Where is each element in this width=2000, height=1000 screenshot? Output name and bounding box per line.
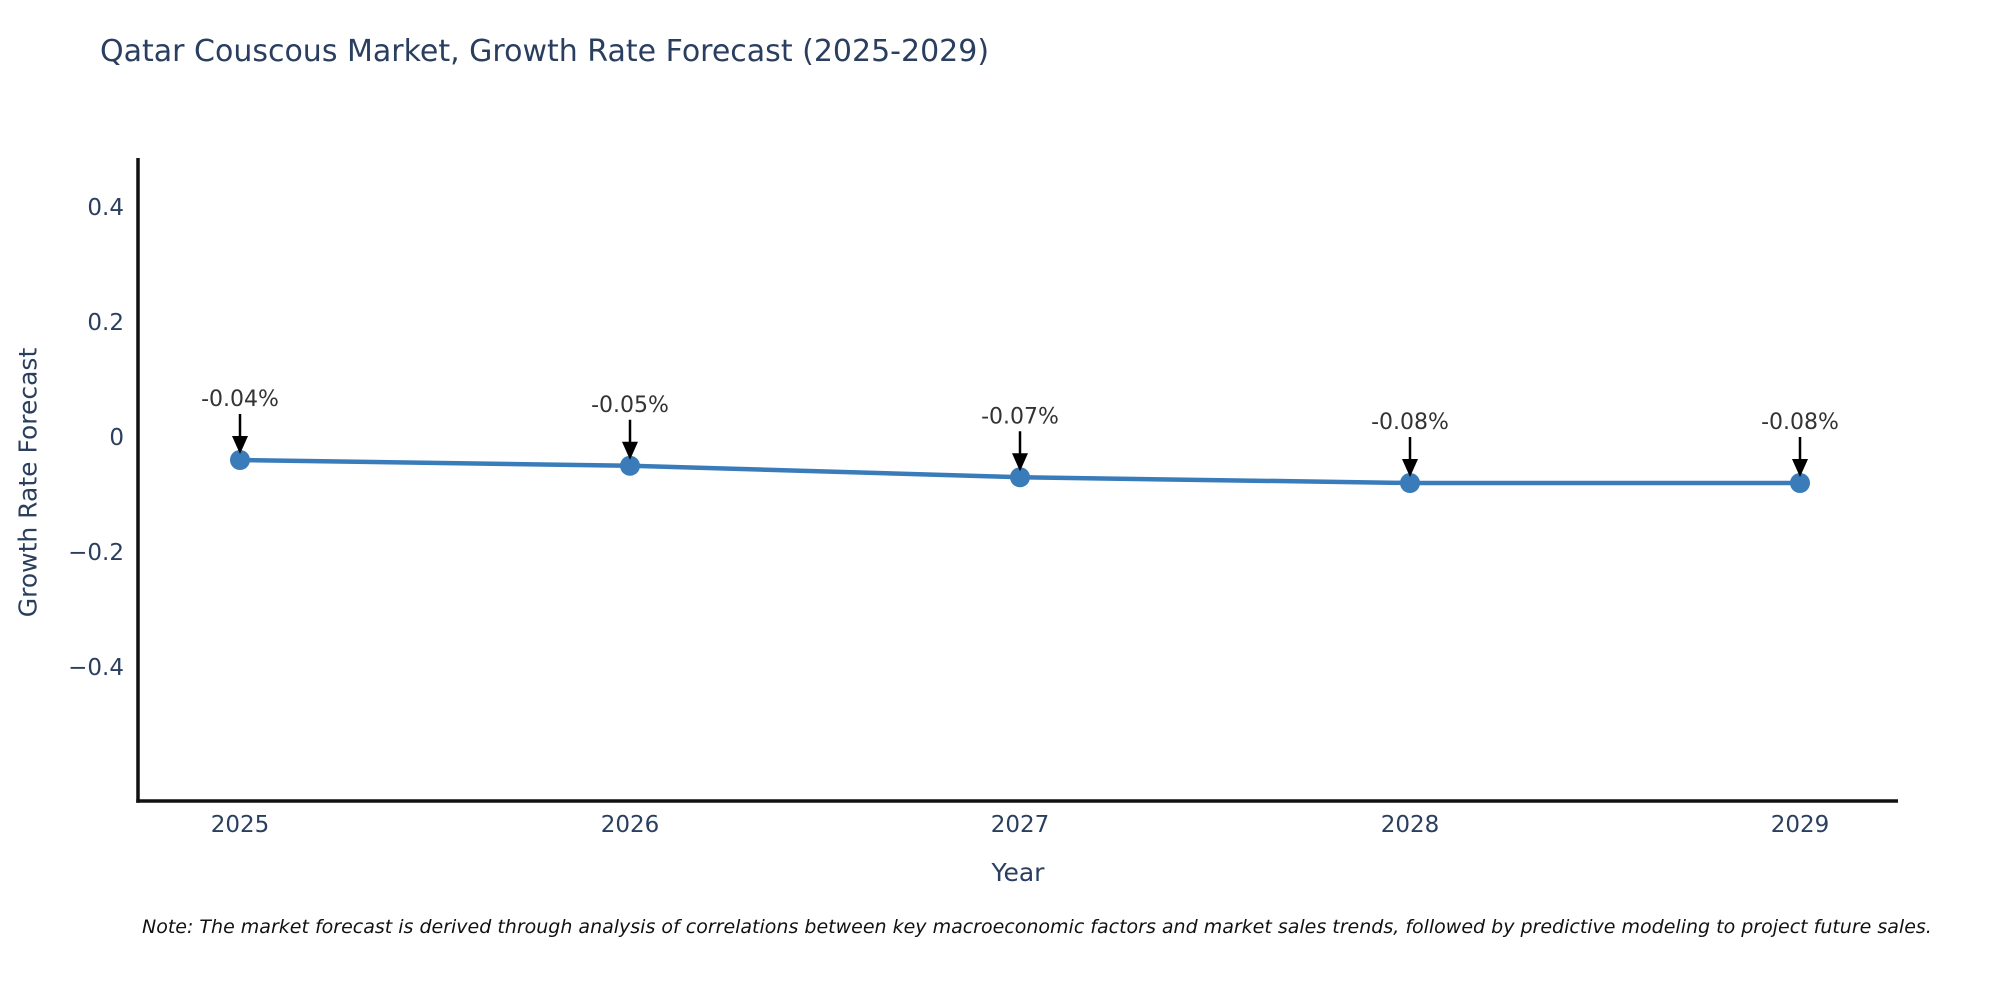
y-axis-title: Growth Rate Forecast	[13, 347, 43, 618]
x-tick-label: 2026	[601, 812, 660, 838]
y-tick-label: 0.4	[87, 195, 124, 221]
x-tick-label: 2028	[1381, 812, 1440, 838]
annotation-arrow-head	[1792, 459, 1808, 477]
annotation-arrow-head	[1402, 459, 1418, 477]
point-annotation-label: -0.08%	[1761, 410, 1839, 435]
chart-title: Qatar Couscous Market, Growth Rate Forec…	[100, 34, 990, 69]
point-annotation-label: -0.05%	[591, 393, 669, 418]
y-tick-label: 0.2	[87, 310, 124, 336]
point-annotation-label: -0.04%	[201, 387, 279, 412]
annotation-arrow-head	[232, 436, 248, 454]
point-annotation-label: -0.07%	[981, 404, 1059, 429]
data-point	[1790, 473, 1810, 493]
y-tick-label: −0.4	[68, 655, 124, 681]
data-point	[1010, 467, 1030, 488]
y-tick-label: 0	[109, 425, 124, 451]
annotation-arrow-head	[622, 441, 638, 460]
data-point	[230, 450, 250, 470]
x-tick-label: 2027	[991, 812, 1050, 838]
x-axis-title: Year	[991, 858, 1045, 887]
point-annotation-label: -0.08%	[1371, 410, 1449, 435]
annotation-arrow-head	[1012, 453, 1028, 472]
x-tick-label: 2029	[1771, 812, 1830, 838]
x-tick-label: 2025	[211, 812, 270, 838]
data-point	[620, 455, 640, 476]
data-point	[1400, 473, 1420, 493]
y-tick-label: −0.2	[68, 540, 124, 566]
footnote: Note: The market forecast is derived thr…	[142, 916, 1932, 938]
